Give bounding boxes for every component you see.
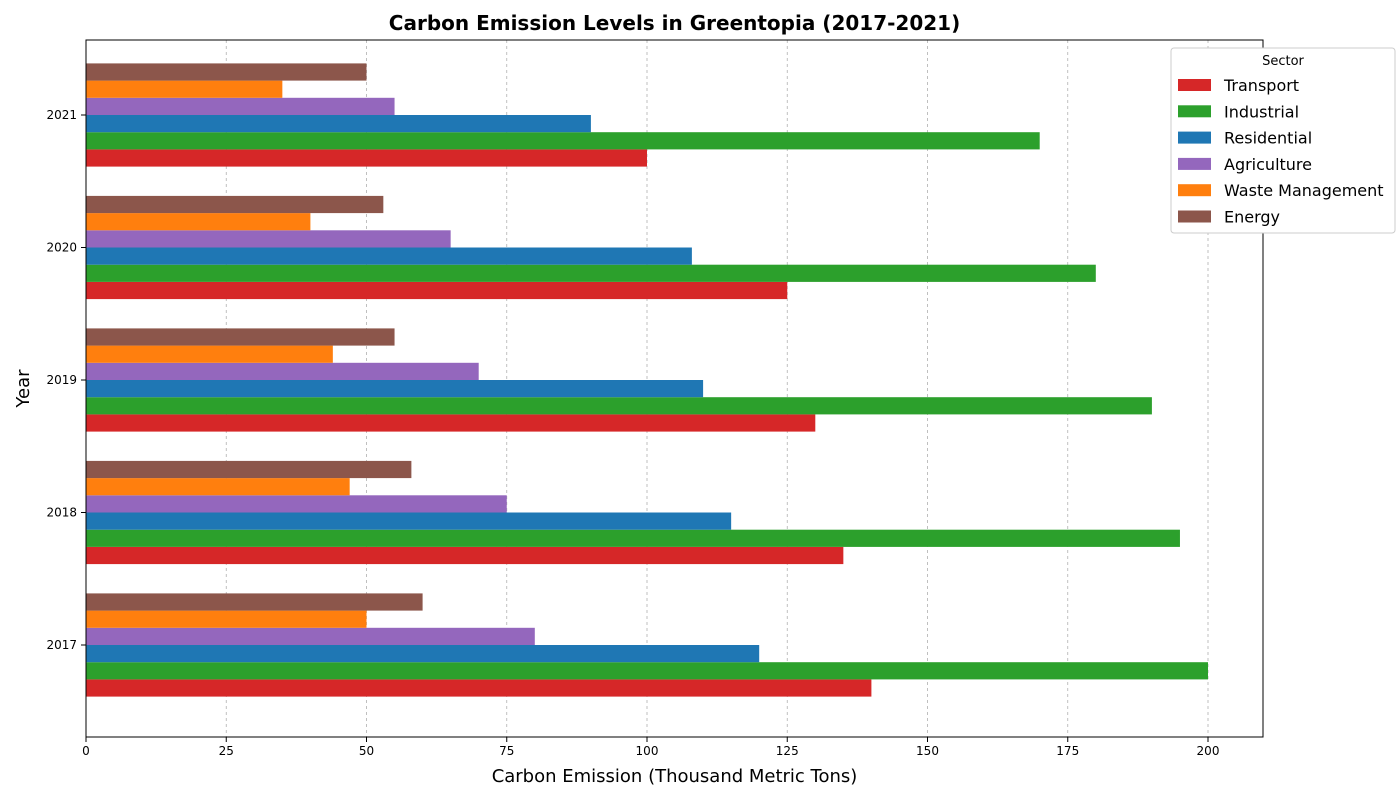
plot-frame: [85, 39, 1264, 738]
legend-swatch: [1178, 157, 1211, 170]
bar-waste-management-2018: [86, 478, 350, 496]
legend-label: Agriculture: [1224, 155, 1312, 174]
y-tick-label: 2018: [46, 506, 77, 520]
bar-transport-2017: [86, 679, 872, 697]
bar-energy-2020: [86, 195, 384, 214]
bar-agriculture-2019: [86, 362, 479, 380]
y-axis-label: Year: [13, 369, 34, 409]
bar-industrial-2021: [86, 132, 1040, 150]
legend-swatch: [1178, 210, 1211, 223]
bar-waste-management-2021: [86, 80, 283, 98]
chart-title: Carbon Emission Levels in Greentopia (20…: [389, 11, 960, 35]
bar-residential-2018: [86, 512, 732, 530]
legend-swatch: [1178, 131, 1211, 144]
x-tick-label: 100: [636, 744, 659, 758]
x-tick-label: 50: [359, 744, 374, 758]
legend-title: Sector: [1262, 54, 1304, 69]
x-tick-label: 125: [776, 744, 799, 758]
legend-swatch: [1178, 105, 1211, 118]
legend-label: Transport: [1223, 76, 1299, 95]
legend-box: [1170, 47, 1396, 234]
legend-label: Waste Management: [1224, 181, 1384, 200]
bar-industrial-2018: [86, 529, 1180, 547]
bar-agriculture-2020: [86, 230, 451, 248]
x-axis-ticks: 0 25 50 75 100 125 150 175 200: [82, 737, 1219, 758]
x-axis-label: Carbon Emission (Thousand Metric Tons): [492, 766, 858, 787]
bar-industrial-2017: [86, 662, 1208, 680]
bar-residential-2021: [86, 115, 591, 133]
bar-waste-management-2017: [86, 610, 367, 628]
x-tick-label: 0: [82, 744, 90, 758]
y-tick-label: 2019: [46, 373, 77, 387]
x-tick-label: 175: [1056, 744, 1079, 758]
bar-transport-2021: [86, 149, 647, 167]
bar-transport-2018: [86, 546, 844, 565]
bar-waste-management-2019: [86, 345, 333, 363]
legend: Sector Transport Industrial Residential Agr…: [1170, 47, 1396, 234]
bar-residential-2019: [86, 380, 704, 398]
y-tick-label: 2017: [46, 638, 77, 652]
x-tick-label: 25: [219, 744, 234, 758]
bar-energy-2021: [86, 63, 367, 81]
bar-residential-2017: [86, 645, 760, 663]
x-tick-label: 150: [916, 744, 939, 758]
bar-waste-management-2020: [86, 213, 311, 231]
bar-energy-2017: [86, 593, 423, 611]
bar-transport-2020: [86, 281, 788, 300]
bar-industrial-2020: [86, 264, 1096, 282]
y-tick-label: 2020: [46, 241, 77, 255]
bar-industrial-2019: [86, 397, 1152, 415]
legend-swatch: [1178, 79, 1211, 91]
x-tick-label: 75: [499, 744, 514, 758]
y-tick-label: 2021: [46, 108, 77, 122]
legend-label: Residential: [1224, 129, 1312, 148]
bar-agriculture-2021: [86, 97, 395, 115]
bar-energy-2019: [86, 328, 395, 346]
bar-agriculture-2017: [86, 627, 535, 645]
bar-energy-2018: [86, 460, 412, 479]
legend-swatch: [1178, 184, 1211, 197]
legend-label: Industrial: [1224, 102, 1299, 121]
bar-residential-2020: [86, 247, 692, 265]
bars: [86, 63, 1208, 697]
bar-agriculture-2018: [86, 495, 507, 513]
y-axis-ticks: 2017 2018 2019 2020 2021: [46, 108, 86, 652]
legend-label: Energy: [1224, 208, 1280, 227]
x-tick-label: 200: [1197, 744, 1220, 758]
bar-transport-2019: [86, 414, 816, 432]
